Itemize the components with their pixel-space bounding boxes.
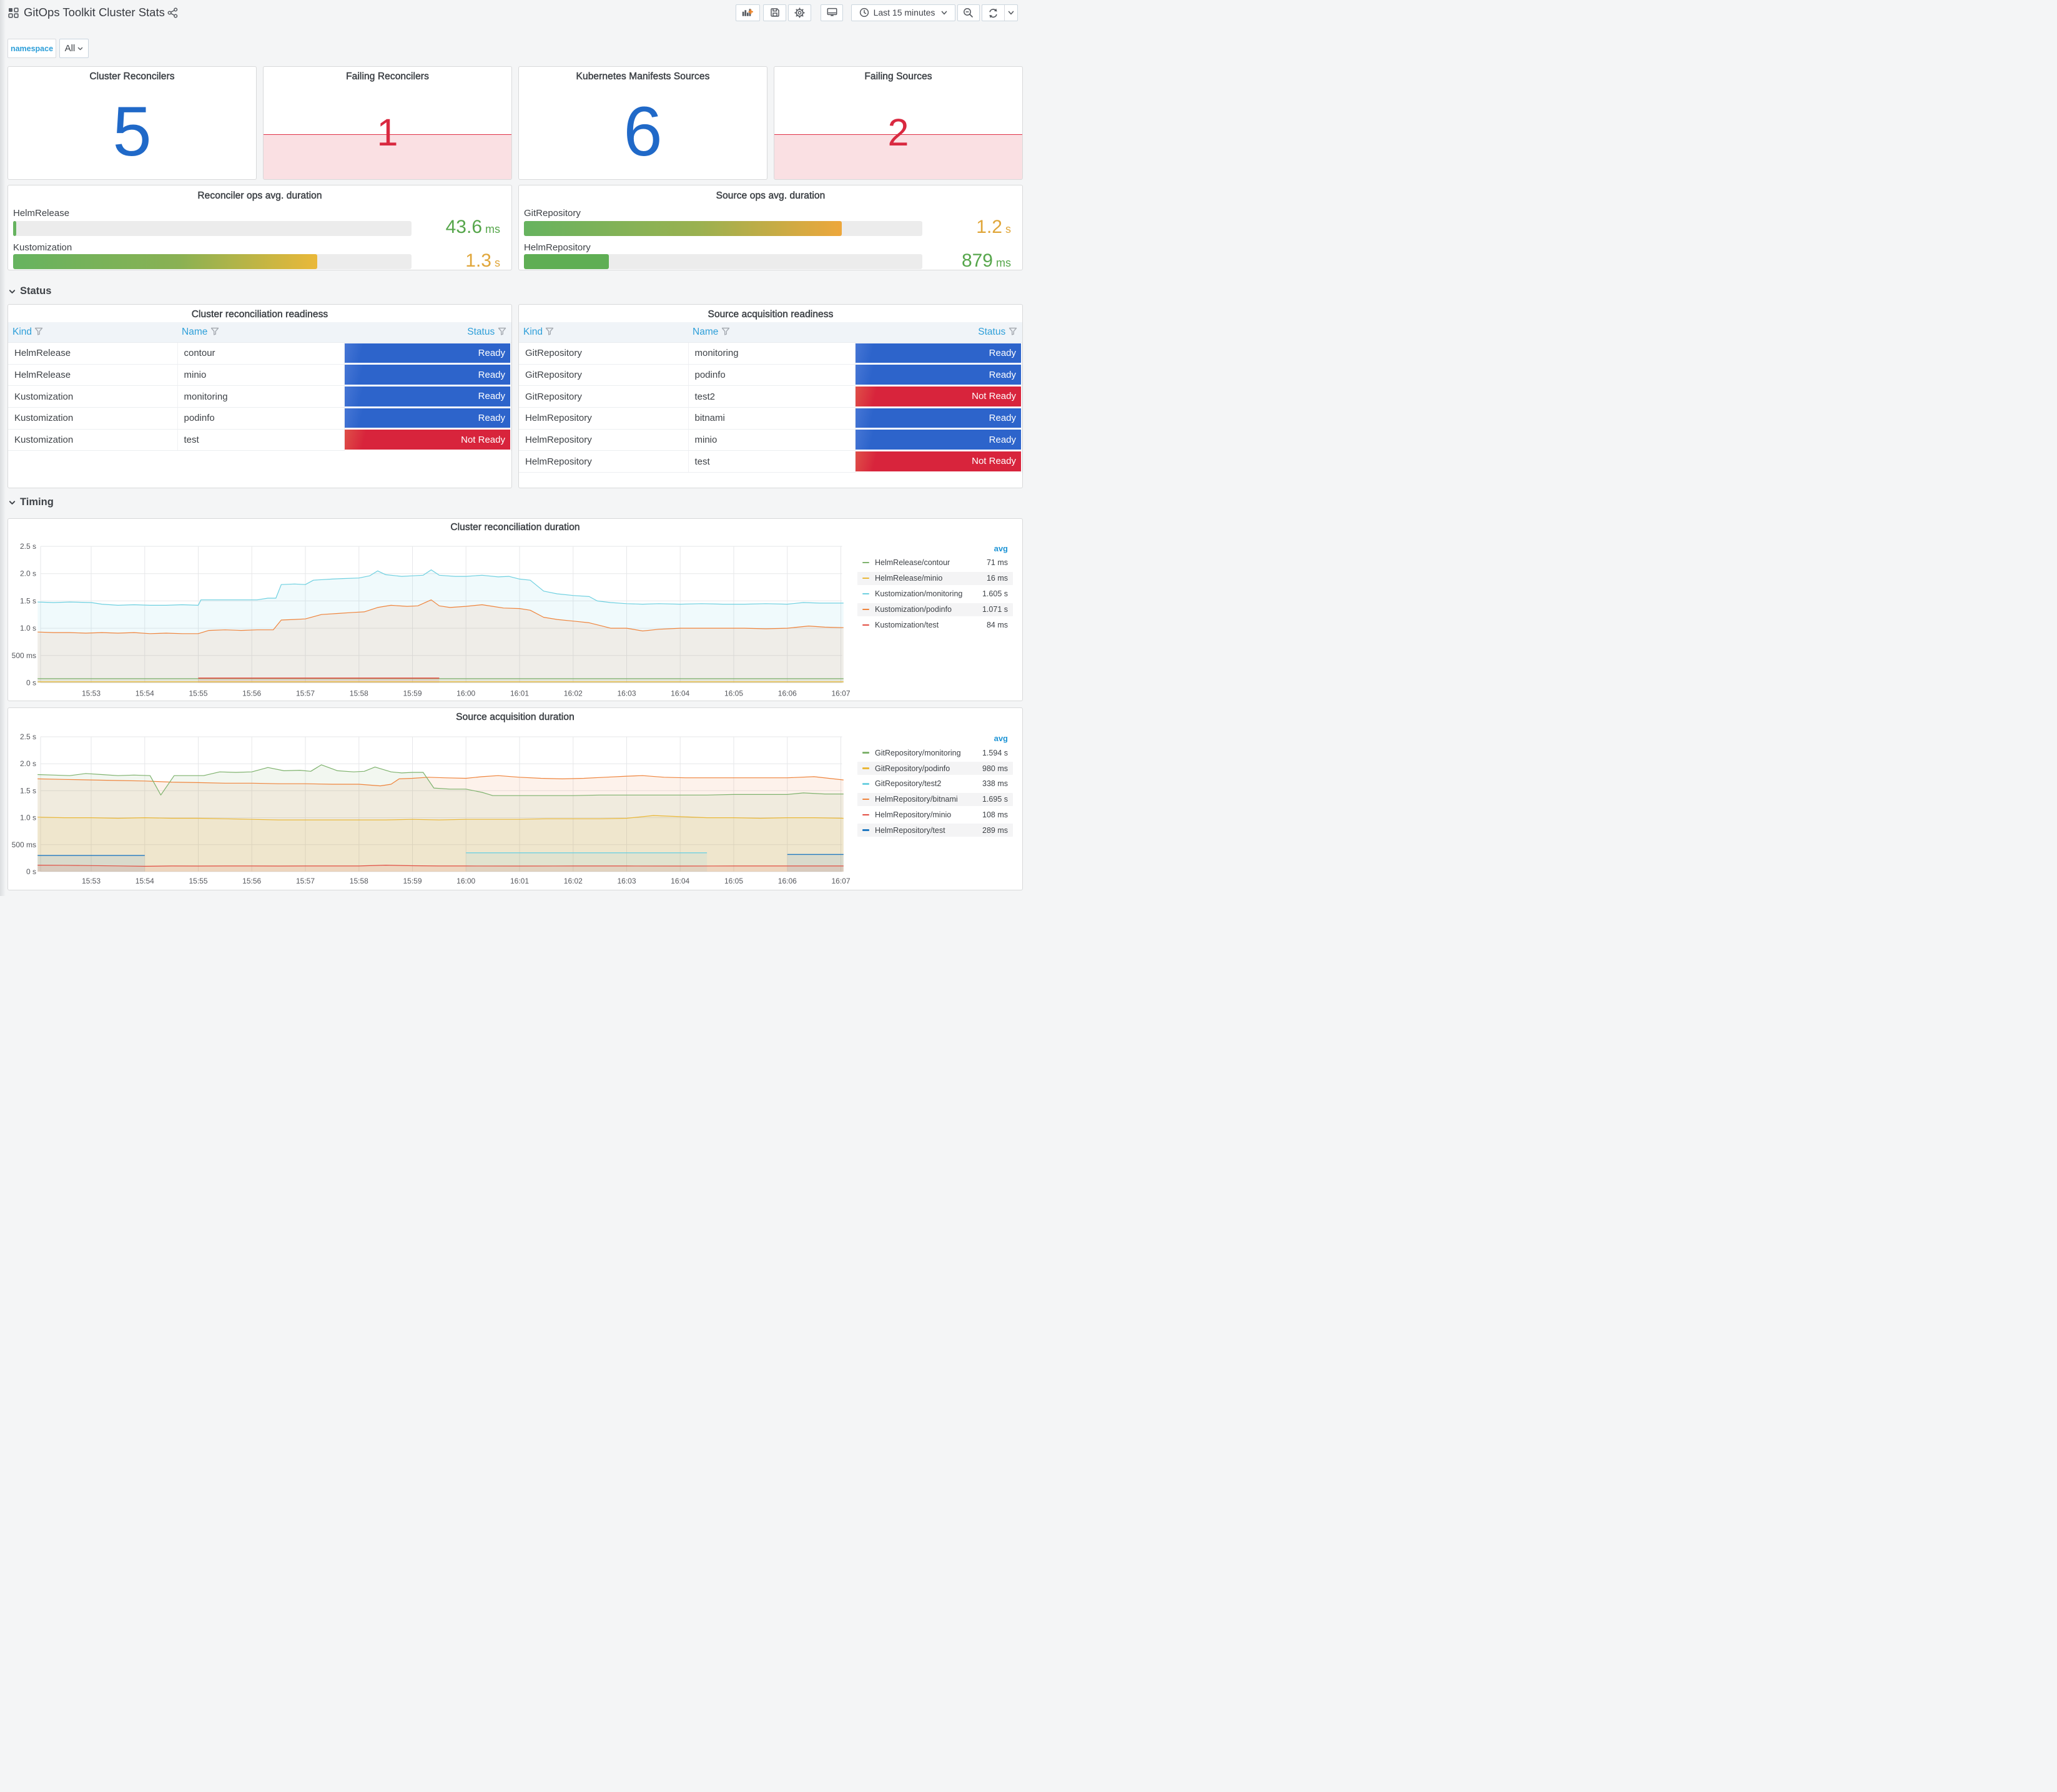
svg-text:1.0 s: 1.0 s: [20, 624, 36, 633]
svg-text:16:04: 16:04: [671, 877, 689, 885]
svg-text:16:00: 16:00: [456, 877, 475, 885]
svg-text:16:05: 16:05: [724, 689, 743, 697]
svg-text:500 ms: 500 ms: [12, 840, 36, 849]
svg-text:15:59: 15:59: [403, 877, 422, 885]
svg-text:16:06: 16:06: [778, 877, 797, 885]
svg-text:15:58: 15:58: [350, 689, 368, 697]
svg-text:16:04: 16:04: [671, 689, 689, 697]
svg-text:16:02: 16:02: [564, 877, 583, 885]
svg-text:2.0 s: 2.0 s: [20, 759, 36, 768]
svg-text:2.5 s: 2.5 s: [20, 542, 36, 551]
svg-text:15:53: 15:53: [82, 877, 101, 885]
svg-text:2.0 s: 2.0 s: [20, 569, 36, 578]
svg-text:500 ms: 500 ms: [12, 651, 36, 659]
svg-text:16:02: 16:02: [564, 689, 583, 697]
svg-text:15:53: 15:53: [82, 689, 101, 697]
svg-text:15:59: 15:59: [403, 689, 422, 697]
svg-text:15:54: 15:54: [136, 689, 154, 697]
svg-text:16:05: 16:05: [724, 877, 743, 885]
svg-text:15:56: 15:56: [242, 689, 261, 697]
svg-text:16:01: 16:01: [510, 877, 529, 885]
svg-text:0 s: 0 s: [26, 678, 36, 687]
svg-text:15:55: 15:55: [189, 877, 207, 885]
svg-text:1.0 s: 1.0 s: [20, 814, 36, 822]
svg-text:15:55: 15:55: [189, 689, 207, 697]
svg-text:15:54: 15:54: [136, 877, 154, 885]
svg-text:16:07: 16:07: [831, 877, 850, 885]
svg-text:15:58: 15:58: [350, 877, 368, 885]
svg-text:1.5 s: 1.5 s: [20, 786, 36, 795]
svg-text:15:57: 15:57: [296, 877, 315, 885]
svg-text:16:06: 16:06: [778, 689, 797, 697]
svg-text:16:07: 16:07: [831, 689, 850, 697]
svg-text:1.5 s: 1.5 s: [20, 596, 36, 605]
svg-text:16:00: 16:00: [456, 689, 475, 697]
svg-text:0 s: 0 s: [26, 867, 36, 876]
svg-text:15:57: 15:57: [296, 689, 315, 697]
svg-text:16:01: 16:01: [510, 689, 529, 697]
svg-text:15:56: 15:56: [242, 877, 261, 885]
svg-text:2.5 s: 2.5 s: [20, 732, 36, 741]
svg-text:16:03: 16:03: [617, 689, 636, 697]
svg-text:16:03: 16:03: [617, 877, 636, 885]
